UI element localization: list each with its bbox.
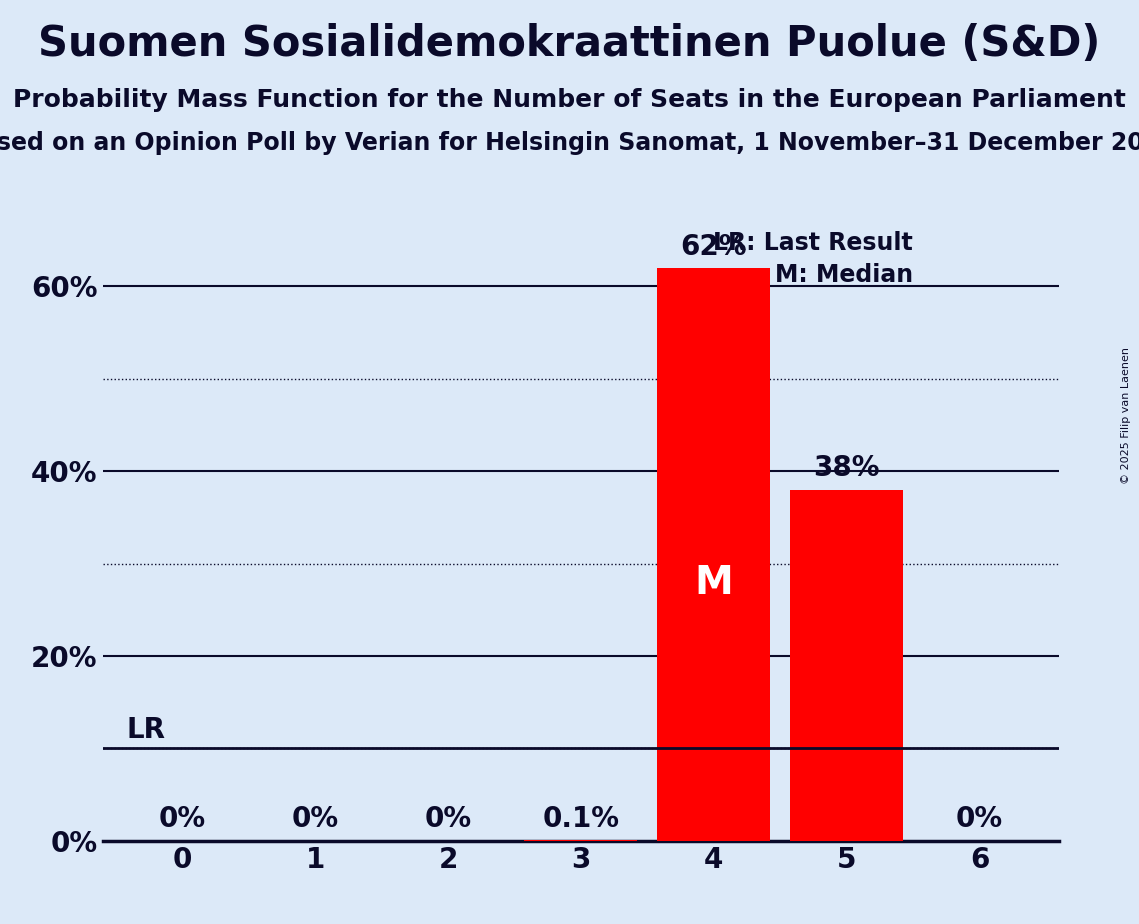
Text: © 2025 Filip van Laenen: © 2025 Filip van Laenen	[1121, 347, 1131, 484]
Text: Suomen Sosialidemokraattinen Puolue (S&D): Suomen Sosialidemokraattinen Puolue (S&D…	[39, 23, 1100, 65]
Text: 0%: 0%	[158, 806, 206, 833]
Bar	[524, 840, 638, 841]
Text: 0.1%: 0.1%	[542, 805, 620, 833]
Bar	[657, 268, 770, 841]
Text: M: M	[695, 564, 734, 602]
Text: LR: LR	[126, 716, 165, 744]
Bar	[790, 490, 903, 841]
Text: 0%: 0%	[425, 806, 472, 833]
Text: 0%: 0%	[956, 806, 1003, 833]
Text: Probability Mass Function for the Number of Seats in the European Parliament: Probability Mass Function for the Number…	[13, 88, 1126, 112]
Text: Based on an Opinion Poll by Verian for Helsingin Sanomat, 1 November–31 December: Based on an Opinion Poll by Verian for H…	[0, 131, 1139, 155]
Text: LR: Last Result: LR: Last Result	[713, 231, 913, 255]
Text: 0%: 0%	[292, 806, 338, 833]
Text: 62%: 62%	[680, 233, 747, 261]
Text: M: Median: M: Median	[775, 263, 913, 287]
Text: 38%: 38%	[813, 455, 880, 482]
